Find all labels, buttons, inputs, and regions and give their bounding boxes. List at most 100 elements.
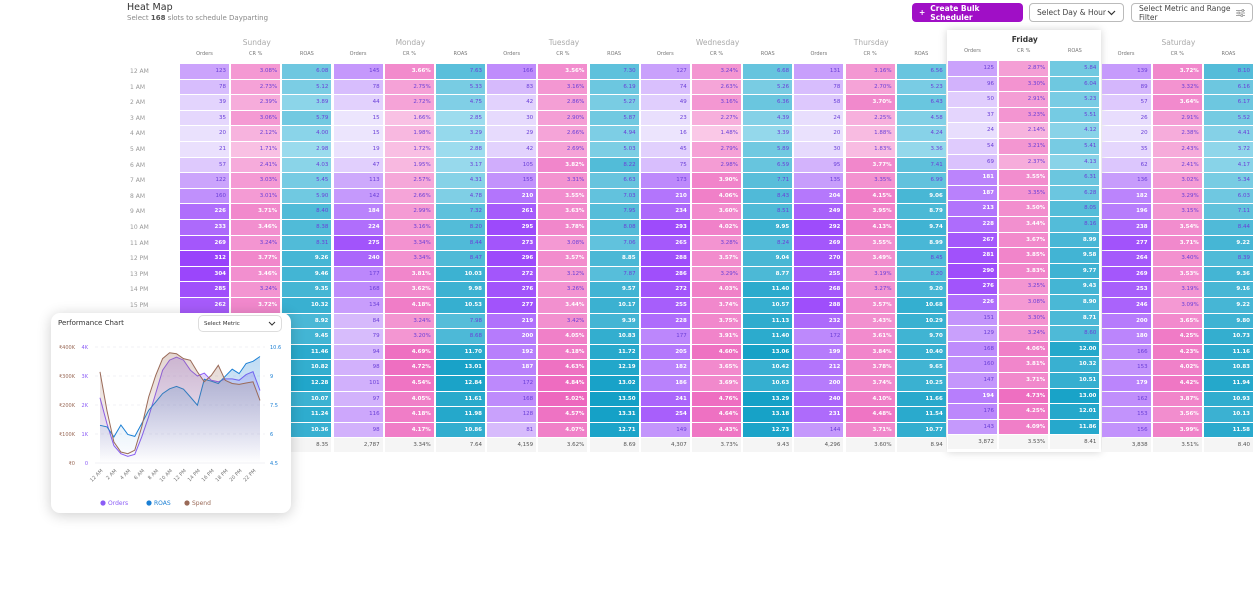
heatmap-cell-roas[interactable]: 12.00 (1050, 341, 1100, 357)
heatmap-cell-orders[interactable]: 57 (180, 157, 229, 173)
heatmap-cell-roas[interactable]: 13.31 (589, 407, 639, 422)
heatmap-cell-cr[interactable]: 4.06% (999, 341, 1049, 357)
heatmap-cell-orders[interactable]: 135 (794, 173, 844, 188)
heatmap-cell-cr[interactable]: 4.06% (692, 188, 741, 204)
heatmap-cell-orders[interactable]: 272 (640, 282, 690, 297)
heatmap-cell-cr[interactable]: 3.08% (538, 235, 588, 251)
heatmap-cell-cr[interactable]: 3.55% (999, 170, 1049, 185)
heatmap-cell-cr[interactable]: 3.46% (231, 220, 281, 235)
heatmap-cell-orders[interactable]: 24 (794, 110, 844, 126)
heatmap-cell-cr[interactable]: 1.98% (384, 126, 434, 141)
heatmap-cell-cr[interactable]: 3.85% (999, 248, 1049, 263)
heatmap-cell-roas[interactable]: 4.39 (743, 110, 793, 126)
heatmap-cell-cr[interactable]: 4.69% (384, 344, 434, 360)
heatmap-cell-orders[interactable]: 194 (948, 388, 997, 404)
heatmap-cell-orders[interactable]: 156 (1101, 422, 1151, 438)
heatmap-cell-cr[interactable]: 3.03% (231, 173, 281, 188)
heatmap-cell-orders[interactable]: 286 (640, 266, 690, 282)
heatmap-cell-roas[interactable]: 3.72 (1204, 142, 1253, 157)
heatmap-cell-roas[interactable]: 8.43 (743, 188, 793, 204)
heatmap-cell-cr[interactable]: 3.91% (692, 329, 741, 344)
heatmap-cell-orders[interactable]: 50 (948, 92, 997, 107)
heatmap-cell-roas[interactable]: 5.89 (743, 142, 793, 157)
heatmap-cell-roas[interactable]: 13.00 (1050, 388, 1100, 404)
heatmap-cell-roas[interactable]: 10.17 (589, 298, 639, 313)
heatmap-cell-roas[interactable]: 6.19 (589, 79, 639, 95)
heatmap-cell-orders[interactable]: 177 (640, 329, 690, 344)
heatmap-cell-orders[interactable]: 192 (487, 344, 537, 360)
heatmap-cell-orders[interactable]: 238 (1101, 220, 1151, 235)
heatmap-cell-orders[interactable]: 182 (1101, 188, 1151, 204)
heatmap-cell-orders[interactable]: 304 (180, 266, 229, 282)
heatmap-cell-cr[interactable]: 3.35% (845, 173, 895, 188)
heatmap-cell-cr[interactable]: 3.50% (999, 201, 1049, 216)
heatmap-cell-cr[interactable]: 3.90% (692, 173, 741, 188)
heatmap-cell-roas[interactable]: 11.58 (1204, 422, 1253, 438)
day-header-saturday[interactable]: Saturday (1161, 38, 1196, 47)
heatmap-cell-cr[interactable]: 4.84% (538, 376, 588, 391)
heatmap-cell-orders[interactable]: 147 (948, 373, 997, 388)
heatmap-cell-orders[interactable]: 186 (640, 376, 690, 391)
heatmap-cell-cr[interactable]: 3.78% (538, 220, 588, 235)
heatmap-cell-roas[interactable]: 11.13 (743, 313, 793, 329)
heatmap-cell-cr[interactable]: 3.63% (538, 204, 588, 219)
heatmap-cell-orders[interactable]: 269 (1101, 266, 1151, 282)
heatmap-cell-roas[interactable]: 6.28 (1050, 185, 1100, 201)
heatmap-cell-roas[interactable]: 6.36 (743, 95, 793, 110)
heatmap-cell-roas[interactable]: 12.19 (589, 360, 639, 375)
heatmap-cell-orders[interactable]: 131 (794, 64, 844, 79)
heatmap-cell-cr[interactable]: 3.83% (999, 263, 1049, 279)
heatmap-cell-orders[interactable]: 35 (180, 110, 229, 126)
heatmap-cell-roas[interactable]: 9.43 (1050, 279, 1100, 294)
heatmap-cell-roas[interactable]: 13.29 (743, 391, 793, 407)
heatmap-cell-orders[interactable]: 272 (487, 266, 537, 282)
heatmap-cell-roas[interactable]: 10.40 (896, 344, 946, 360)
heatmap-cell-roas[interactable]: 8.44 (436, 235, 485, 251)
heatmap-cell-roas[interactable]: 4.17 (1204, 157, 1253, 173)
heatmap-cell-roas[interactable]: 9.20 (896, 282, 946, 297)
heatmap-cell-roas[interactable]: 6.17 (1204, 95, 1253, 110)
heatmap-cell-orders[interactable]: 142 (333, 188, 383, 204)
heatmap-cell-cr[interactable]: 3.87% (1152, 391, 1202, 407)
heatmap-cell-orders[interactable]: 89 (1101, 79, 1151, 95)
heatmap-cell-cr[interactable]: 3.56% (538, 64, 588, 79)
heatmap-cell-roas[interactable]: 9.26 (282, 251, 332, 266)
heatmap-cell-orders[interactable]: 44 (333, 95, 383, 110)
heatmap-cell-roas[interactable]: 3.17 (436, 157, 485, 173)
heatmap-cell-cr[interactable]: 3.09% (1152, 298, 1202, 313)
heatmap-cell-roas[interactable]: 10.03 (436, 266, 485, 282)
heatmap-cell-roas[interactable]: 8.38 (282, 220, 332, 235)
heatmap-cell-cr[interactable]: 3.55% (845, 235, 895, 251)
heatmap-cell-roas[interactable]: 11.16 (1204, 344, 1253, 360)
heatmap-cell-roas[interactable]: 7.98 (436, 313, 485, 329)
day-header-sunday[interactable]: Sunday (242, 38, 271, 47)
heatmap-cell-orders[interactable]: 228 (640, 313, 690, 329)
heatmap-cell-roas[interactable]: 13.06 (743, 344, 793, 360)
day-header-wednesday[interactable]: Wednesday (695, 38, 740, 47)
heatmap-cell-orders[interactable]: 276 (948, 279, 997, 294)
heatmap-cell-orders[interactable]: 16 (640, 126, 690, 141)
heatmap-cell-orders[interactable]: 168 (487, 391, 537, 407)
heatmap-cell-cr[interactable]: 2.69% (538, 142, 588, 157)
heatmap-cell-cr[interactable]: 3.81% (384, 266, 434, 282)
heatmap-cell-cr[interactable]: 4.48% (845, 407, 895, 422)
heatmap-cell-roas[interactable]: 2.98 (282, 142, 332, 157)
heatmap-cell-cr[interactable]: 4.73% (999, 388, 1049, 404)
heatmap-cell-cr[interactable]: 4.03% (692, 282, 741, 297)
heatmap-cell-roas[interactable]: 5.33 (436, 79, 485, 95)
heatmap-cell-roas[interactable]: 4.24 (896, 126, 946, 141)
heatmap-cell-roas[interactable]: 10.13 (1204, 407, 1253, 422)
heatmap-cell-orders[interactable]: 172 (794, 329, 844, 344)
heatmap-cell-orders[interactable]: 267 (948, 232, 997, 248)
heatmap-cell-cr[interactable]: 2.66% (538, 126, 588, 141)
heatmap-cell-cr[interactable]: 4.72% (384, 360, 434, 375)
heatmap-cell-roas[interactable]: 5.41 (1050, 139, 1100, 154)
heatmap-cell-cr[interactable]: 4.05% (384, 391, 434, 407)
heatmap-cell-roas[interactable]: 5.51 (1050, 107, 1100, 123)
heatmap-cell-roas[interactable]: 8.16 (1050, 217, 1100, 232)
heatmap-cell-cr[interactable]: 2.90% (538, 110, 588, 126)
heatmap-cell-orders[interactable]: 127 (640, 64, 690, 79)
heatmap-cell-roas[interactable]: 10.42 (743, 360, 793, 375)
heatmap-cell-orders[interactable]: 231 (794, 407, 844, 422)
heatmap-cell-cr[interactable]: 1.71% (231, 142, 281, 157)
